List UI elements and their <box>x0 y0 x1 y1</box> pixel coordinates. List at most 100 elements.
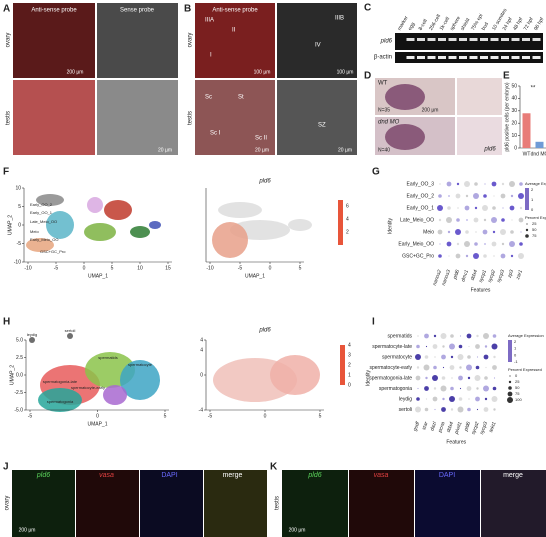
image <box>97 3 178 78</box>
label: 200 µm <box>19 527 36 533</box>
band <box>469 56 478 59</box>
band <box>501 56 509 59</box>
label: egg <box>407 21 416 31</box>
dot <box>492 334 497 338</box>
image <box>97 80 178 155</box>
label: spermatogonia-late <box>369 375 412 381</box>
dot <box>437 229 443 235</box>
x-tick-label: -10 <box>24 265 31 271</box>
label: pld6 <box>452 269 461 281</box>
band <box>406 38 415 41</box>
size-key <box>507 391 513 397</box>
dot <box>482 229 488 235</box>
dot <box>437 205 443 211</box>
label: 6 <box>346 203 349 209</box>
label: spermatogonia <box>47 399 74 404</box>
y-tick-label: -10 <box>14 259 21 265</box>
dot <box>466 333 472 339</box>
label: leydig <box>27 332 37 337</box>
colorbar <box>525 188 529 210</box>
dot <box>417 387 419 390</box>
dot <box>474 182 478 186</box>
band <box>490 56 499 59</box>
dot <box>416 397 420 401</box>
dot <box>465 194 469 198</box>
label: Late_Meio_OO <box>400 217 434 223</box>
y-tick-label: -2.5 <box>14 390 23 396</box>
dot <box>493 377 496 379</box>
label: vasa <box>374 472 389 479</box>
panel-label: J <box>3 462 9 473</box>
dot <box>519 182 523 186</box>
label: Meio <box>30 229 39 234</box>
label: 100 µm <box>337 69 354 75</box>
label: pld6 <box>380 39 393 45</box>
dot <box>501 242 505 246</box>
label: pld6 <box>307 472 321 479</box>
dot <box>483 194 487 198</box>
dot <box>491 181 497 187</box>
label: 25 <box>515 379 520 384</box>
band <box>469 38 478 41</box>
label: tekt1 <box>488 421 497 433</box>
label: 4 <box>346 216 349 222</box>
dot <box>485 366 487 369</box>
label: IV <box>315 43 321 49</box>
band <box>501 38 509 41</box>
dot <box>492 230 496 234</box>
label: spermatocyte-early <box>369 365 412 371</box>
label: Late_Meio_OO <box>30 219 57 224</box>
label: vasa <box>99 472 114 479</box>
dot <box>455 253 461 259</box>
label: 20 µm <box>255 147 269 153</box>
panel-label: F <box>3 167 9 178</box>
dot <box>451 377 453 379</box>
dot <box>438 194 442 198</box>
dot <box>467 355 471 359</box>
dot <box>441 354 446 360</box>
dot <box>447 230 451 234</box>
label: 0 <box>531 207 534 212</box>
image <box>277 80 357 155</box>
size-key <box>507 397 513 403</box>
label: Identity <box>365 369 371 386</box>
label: zp3 <box>506 269 515 280</box>
label: β-actin <box>374 55 392 61</box>
size-key <box>508 386 512 390</box>
dot <box>501 218 505 222</box>
label: sycp1 <box>478 269 488 284</box>
dot <box>424 386 429 391</box>
image <box>349 470 414 537</box>
label: I <box>210 53 212 59</box>
dot <box>509 205 515 211</box>
dot <box>449 343 455 350</box>
dot <box>473 217 479 223</box>
label: spermatids <box>388 333 413 339</box>
x-tick-label: 0 <box>264 413 267 419</box>
label: spermatocyte-late <box>372 344 412 350</box>
label: DAPI <box>161 472 177 479</box>
embryo <box>385 84 425 110</box>
dot <box>467 376 471 380</box>
dot <box>441 407 446 412</box>
label: 0 <box>348 382 351 388</box>
cluster <box>218 202 262 218</box>
size-key <box>509 375 511 377</box>
label: 4 <box>348 342 351 348</box>
label: Features <box>471 287 491 293</box>
dot <box>491 343 498 350</box>
dot <box>446 181 452 187</box>
label: ovary <box>188 33 194 48</box>
x-tick-label: 15 <box>165 265 171 271</box>
band <box>406 56 415 59</box>
size-key <box>526 223 528 225</box>
y-tick-label: 0 <box>200 372 203 378</box>
label: Early_OO_1 <box>406 205 434 211</box>
label: Percent Expressed <box>508 367 542 372</box>
panel-label: D <box>364 71 371 82</box>
y-tick-label: 10 <box>15 185 21 191</box>
band <box>427 56 436 59</box>
dot <box>440 385 447 392</box>
dot <box>502 207 504 209</box>
image <box>282 470 348 537</box>
